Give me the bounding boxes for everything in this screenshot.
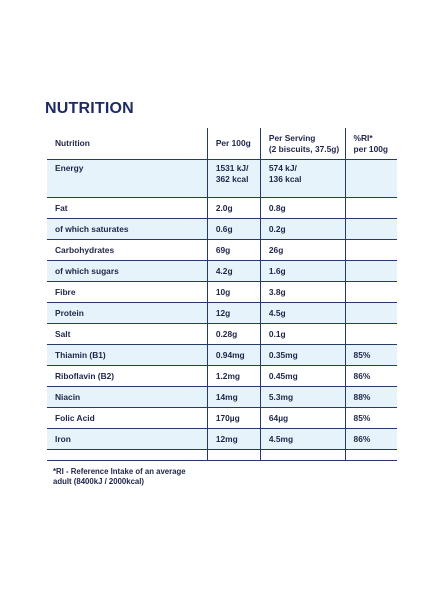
cell-serving: 0.8g [259, 197, 346, 219]
table-row: Fat 2.0g 0.8g [47, 197, 397, 219]
cell-label: Thiamin (B1) [47, 344, 208, 366]
footnote: *RI - Reference Intake of an average adu… [53, 467, 253, 487]
cell-per100g: 170µg [206, 407, 261, 429]
table-header-row: Nutrition Per 100g Per Serving (2 biscui… [47, 128, 397, 160]
header-nutrient: Nutrition [47, 128, 208, 160]
cell-serving: 26g [259, 239, 346, 261]
cell-serving: 4.5g [259, 302, 346, 324]
header-per-serving: Per Serving (2 biscuits, 37.5g) [259, 128, 346, 160]
cell-energy-ri [344, 159, 397, 198]
cell-serving: 0.1g [259, 323, 346, 345]
footnote-line2: adult (8400kJ / 2000kcal) [53, 477, 145, 486]
table-row: Niacin 14mg 5.3mg 88% [47, 386, 397, 408]
cell-ri [344, 302, 397, 324]
cell-per100g: 2.0g [206, 197, 261, 219]
cell-label: Folic Acid [47, 407, 208, 429]
end-cell-3 [259, 449, 346, 461]
cell-serving: 0.45mg [259, 365, 346, 387]
end-cell-4 [344, 449, 397, 461]
energy-serving-kj: 574 kJ/ [268, 163, 297, 173]
nutrition-table: Nutrition Per 100g Per Serving (2 biscui… [47, 128, 397, 461]
cell-label: Niacin [47, 386, 208, 408]
table-row: Thiamin (B1) 0.94mg 0.35mg 85% [47, 344, 397, 366]
cell-per100g: 1.2mg [206, 365, 261, 387]
energy-serving-kcal: 136 kcal [268, 174, 302, 184]
cell-serving: 4.5mg [259, 428, 346, 450]
cell-serving: 0.35mg [259, 344, 346, 366]
cell-label: Fibre [47, 281, 208, 303]
cell-ri [344, 197, 397, 219]
header-per-serving-line1: Per Serving [268, 132, 316, 143]
cell-per100g: 69g [206, 239, 261, 261]
cell-ri [344, 260, 397, 282]
footnote-line1: *RI - Reference Intake of an average [53, 467, 186, 476]
cell-per100g: 4.2g [206, 260, 261, 282]
table-row: Folic Acid 170µg 64µg 85% [47, 407, 397, 429]
table-row: Fibre 10g 3.8g [47, 281, 397, 303]
table-end-row [47, 449, 397, 461]
energy-per100g-kcal: 362 kcal [215, 174, 249, 184]
cell-energy-per100g: 1531 kJ/ 362 kcal [206, 159, 261, 198]
end-cell-1 [47, 449, 208, 461]
cell-serving: 3.8g [259, 281, 346, 303]
cell-label: Iron [47, 428, 208, 450]
cell-serving: 5.3mg [259, 386, 346, 408]
table-row: Salt 0.28g 0.1g [47, 323, 397, 345]
cell-label: Carbohydrates [47, 239, 208, 261]
header-ri-line1: %RI* [353, 132, 373, 143]
cell-ri: 86% [344, 365, 397, 387]
table-row: of which sugars 4.2g 1.6g [47, 260, 397, 282]
table-row: Protein 12g 4.5g [47, 302, 397, 324]
cell-serving: 0.2g [259, 218, 346, 240]
table-row: of which saturates 0.6g 0.2g [47, 218, 397, 240]
header-per100g: Per 100g [206, 128, 261, 160]
cell-per100g: 0.6g [206, 218, 261, 240]
cell-ri [344, 239, 397, 261]
table-row: Riboflavin (B2) 1.2mg 0.45mg 86% [47, 365, 397, 387]
cell-label: Protein [47, 302, 208, 324]
cell-energy-serving: 574 kJ/ 136 kcal [259, 159, 346, 198]
cell-per100g: 12g [206, 302, 261, 324]
cell-serving: 1.6g [259, 260, 346, 282]
header-ri: %RI* per 100g [344, 128, 397, 160]
energy-per100g-kj: 1531 kJ/ [215, 163, 249, 173]
cell-ri [344, 281, 397, 303]
header-ri-line2: per 100g [353, 143, 388, 154]
cell-label: of which sugars [47, 260, 208, 282]
cell-serving: 64µg [259, 407, 346, 429]
page-title: NUTRITION [45, 100, 134, 117]
cell-label: Fat [47, 197, 208, 219]
cell-label: Salt [47, 323, 208, 345]
cell-label: Riboflavin (B2) [47, 365, 208, 387]
end-cell-2 [206, 449, 261, 461]
cell-ri: 88% [344, 386, 397, 408]
cell-ri [344, 218, 397, 240]
table-body: Fat 2.0g 0.8g of which saturates 0.6g 0.2g Car… [47, 197, 397, 450]
cell-ri: 85% [344, 344, 397, 366]
table-row-energy: Energy 1531 kJ/ 362 kcal 574 kJ/ 136 kca… [47, 159, 397, 198]
cell-ri: 85% [344, 407, 397, 429]
cell-ri [344, 323, 397, 345]
cell-energy-label: Energy [47, 159, 208, 198]
cell-ri: 86% [344, 428, 397, 450]
header-per-serving-line2: (2 biscuits, 37.5g) [268, 143, 340, 154]
cell-per100g: 10g [206, 281, 261, 303]
cell-per100g: 12mg [206, 428, 261, 450]
table-row: Iron 12mg 4.5mg 86% [47, 428, 397, 450]
cell-per100g: 0.94mg [206, 344, 261, 366]
table-row: Carbohydrates 69g 26g [47, 239, 397, 261]
cell-per100g: 0.28g [206, 323, 261, 345]
cell-per100g: 14mg [206, 386, 261, 408]
cell-label: of which saturates [47, 218, 208, 240]
